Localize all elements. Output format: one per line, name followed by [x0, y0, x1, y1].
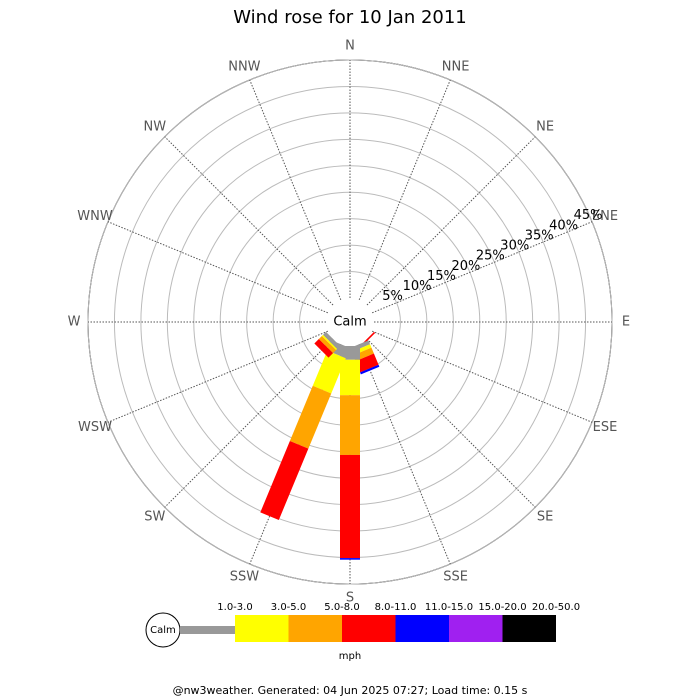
calm-circle	[328, 300, 372, 344]
direction-label: E	[622, 315, 630, 330]
spoke	[358, 343, 451, 565]
legend-swatch	[395, 615, 449, 642]
bar-segment	[289, 385, 332, 449]
r-tick-label: 45%	[574, 208, 603, 223]
r-tick-label: 10%	[403, 279, 432, 294]
bar-segment	[340, 395, 360, 455]
legend-calm-label: Calm	[150, 625, 176, 636]
direction-label: SW	[144, 510, 165, 525]
r-tick-label: 5%	[382, 289, 403, 304]
spoke	[371, 330, 593, 423]
direction-label: WSW	[78, 420, 112, 435]
spoke	[366, 338, 536, 508]
direction-label: NE	[536, 119, 554, 134]
bar-segment	[340, 558, 360, 560]
bar-segment	[340, 359, 360, 396]
bar-segment	[312, 350, 346, 394]
direction-label: NNW	[228, 60, 260, 75]
legend-label: 1.0-3.0	[217, 602, 252, 613]
spoke	[366, 136, 536, 306]
spoke	[249, 79, 342, 301]
legend-swatch	[502, 615, 556, 642]
legend-label: 8.0-11.0	[375, 602, 417, 613]
direction-label: WNW	[77, 209, 113, 224]
footer: @nw3weather. Generated: 04 Jun 2025 07:2…	[173, 684, 528, 697]
direction-label: SSW	[230, 569, 260, 584]
legend-swatch	[180, 626, 235, 634]
legend-swatch	[449, 615, 503, 642]
bar-segment	[321, 334, 338, 351]
direction-label: SSE	[443, 569, 468, 584]
direction-label: ENE	[592, 209, 618, 224]
bar-segment	[360, 364, 380, 375]
chart-title: Wind rose for 10 Jan 2011	[233, 7, 467, 28]
legend-swatch	[235, 615, 289, 642]
legend-swatch	[288, 615, 342, 642]
legend-label: 11.0-15.0	[425, 602, 473, 613]
spoke	[107, 330, 329, 423]
calm-label: Calm	[333, 315, 366, 330]
direction-label: SE	[537, 510, 553, 525]
r-tick-label: 25%	[476, 249, 505, 264]
legend-label: 20.0-50.0	[532, 602, 580, 613]
spoke	[358, 79, 451, 301]
spoke	[164, 136, 334, 306]
direction-label: ESE	[593, 420, 618, 435]
direction-label: NNE	[442, 60, 470, 75]
bar-segment	[355, 353, 379, 373]
r-tick-label: 35%	[525, 228, 554, 243]
r-tick-label: 40%	[549, 218, 578, 233]
r-tick-label: 20%	[451, 259, 480, 274]
direction-label: NW	[144, 119, 167, 134]
legend-label: 15.0-20.0	[478, 602, 526, 613]
legend-label: 5.0-8.0	[324, 602, 359, 613]
bar-segment	[318, 336, 336, 354]
unit-label: mph	[339, 651, 361, 662]
legend-label: 3.0-5.0	[271, 602, 306, 613]
direction-label: W	[68, 315, 81, 330]
bar-segment	[340, 454, 360, 559]
direction-label: N	[345, 39, 355, 54]
spoke	[164, 338, 334, 508]
spoke	[371, 221, 593, 314]
bar-segment	[322, 331, 341, 350]
bar-segment	[260, 441, 309, 520]
spoke	[107, 221, 329, 314]
legend-swatch	[342, 615, 396, 642]
r-tick-label: 30%	[500, 239, 529, 254]
bar-segment	[314, 339, 333, 358]
r-tick-label: 15%	[427, 269, 456, 284]
direction-label: S	[346, 591, 354, 606]
